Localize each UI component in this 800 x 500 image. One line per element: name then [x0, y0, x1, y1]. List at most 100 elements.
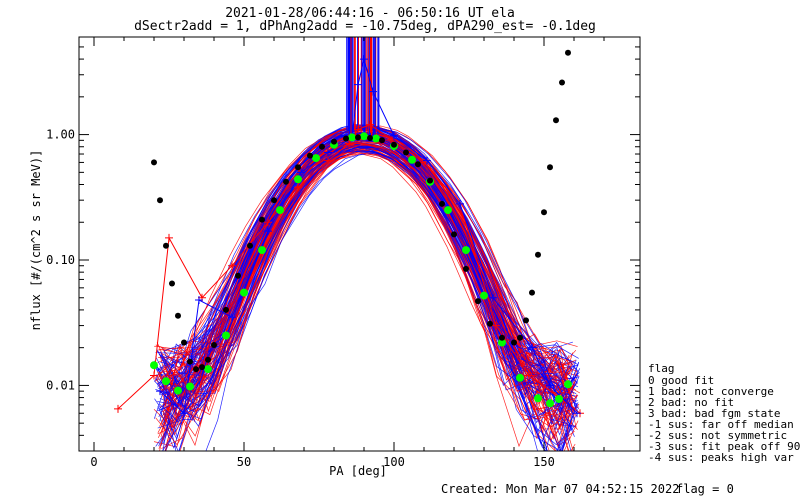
data-point: [403, 149, 409, 156]
data-point: [157, 197, 163, 204]
data-point: [535, 251, 541, 258]
data-point: [480, 291, 488, 300]
data-point: [264, 227, 272, 236]
data-point: [312, 154, 320, 163]
created-timestamp: Created: Mon Mar 07 04:52:15 2022: [441, 482, 679, 496]
x-tick-label: 100: [383, 455, 405, 469]
data-point: [564, 380, 572, 389]
data-point: [264, 218, 272, 227]
data-point: [151, 159, 157, 166]
data-point: [324, 156, 332, 165]
data-point: [150, 361, 158, 370]
data-point: [156, 387, 164, 396]
data-point: [379, 137, 385, 144]
data-point: [498, 338, 506, 347]
background-spectrum-line: [155, 142, 569, 451]
data-point: [546, 381, 554, 390]
data-point: [516, 373, 524, 382]
data-point: [369, 87, 377, 96]
x-tick-label: 0: [90, 455, 97, 469]
data-point: [423, 156, 431, 165]
data-point: [228, 313, 236, 322]
legend-item: 1 bad: not converge: [648, 385, 774, 398]
data-point: [427, 177, 433, 184]
x-tick-label: 50: [237, 455, 251, 469]
data-point: [444, 206, 452, 215]
data-point: [331, 138, 337, 145]
data-point: [546, 399, 554, 408]
data-point: [199, 364, 205, 371]
data-point: [211, 342, 217, 348]
data-point: [345, 139, 353, 148]
series-blue: [156, 55, 581, 418]
data-point: [187, 358, 193, 365]
data-point: [391, 141, 397, 148]
data-point: [204, 365, 212, 374]
data-point: [559, 79, 565, 86]
legend-item: -3 sus: fit peak off 90: [648, 440, 800, 453]
background-spectrum-line: [159, 149, 570, 393]
data-point: [355, 134, 361, 141]
y-tick-label: 0.10: [46, 253, 75, 267]
data-point: [283, 178, 289, 185]
data-point: [165, 233, 173, 242]
data-point: [528, 343, 536, 352]
data-point: [297, 168, 305, 177]
data-point: [553, 117, 559, 124]
data-point: [489, 293, 497, 302]
data-point: [541, 209, 547, 216]
title-line-1: 2021-01-28/06:44:16 - 06:50:16 UT ela: [225, 6, 515, 21]
data-point: [223, 306, 229, 313]
series-line: [159, 58, 578, 415]
data-point: [114, 404, 122, 413]
data-point: [523, 317, 529, 324]
spaghetti-background: [153, 37, 581, 451]
data-point: [193, 366, 199, 373]
data-point: [529, 289, 535, 296]
data-point: [186, 382, 194, 391]
data-point: [163, 242, 169, 249]
data-point: [354, 80, 362, 89]
data-point: [205, 356, 211, 363]
title-line-2: dSectr2add = 1, dPhAng2add = -10.75deg, …: [134, 19, 596, 34]
background-spectrum-line: [179, 130, 574, 451]
series-green: [150, 132, 572, 408]
data-point: [462, 246, 470, 255]
data-point: [319, 143, 325, 150]
x-tick-label: 150: [533, 455, 555, 469]
data-point: [415, 161, 421, 168]
background-spectrum-line: [159, 151, 570, 422]
data-point: [439, 200, 445, 207]
data-point: [475, 298, 481, 305]
legend-title: flag: [648, 362, 675, 375]
data-point: [195, 295, 203, 304]
data-point: [487, 320, 493, 327]
data-point: [492, 321, 500, 330]
plot-frame: [78, 36, 641, 452]
data-point: [451, 231, 457, 238]
background-spectrum-line: [162, 137, 578, 451]
data-point: [555, 395, 563, 403]
background-spectrum-line: [162, 141, 572, 442]
background-spectrum-line: [164, 136, 569, 431]
y-tick-label: 1.00: [46, 128, 75, 142]
data-point: [367, 135, 373, 141]
background-spectrum-line: [162, 142, 569, 436]
data-point: [271, 197, 277, 204]
legend-item: -1 sus: far off median: [648, 418, 794, 431]
data-point: [511, 339, 517, 346]
background-spectrum-line: [160, 144, 570, 430]
background-spectrum-line: [157, 133, 580, 447]
data-point: [222, 331, 230, 340]
data-point: [343, 135, 349, 142]
data-point: [348, 133, 356, 142]
data-point: [534, 394, 542, 403]
data-point: [235, 272, 241, 279]
data-point: [372, 134, 380, 143]
background-spectrum-line: [162, 145, 579, 451]
data-point: [456, 199, 464, 208]
data-point: [547, 164, 553, 171]
data-point: [517, 334, 523, 341]
data-point: [180, 409, 188, 418]
